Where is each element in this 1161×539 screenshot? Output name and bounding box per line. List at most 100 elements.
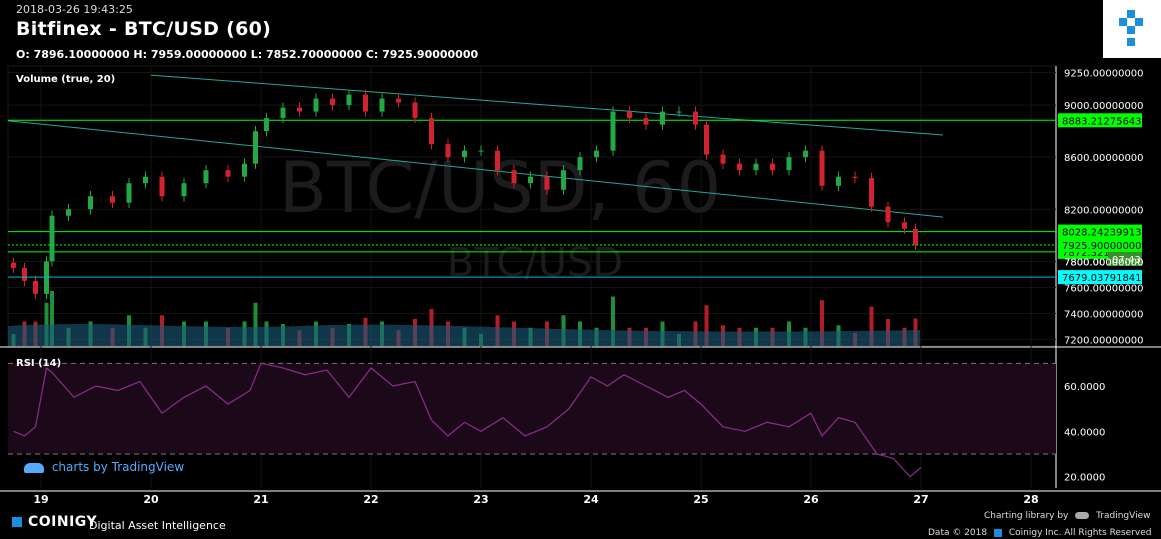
- volume-ma-area: [8, 324, 920, 346]
- candle-body: [495, 150, 500, 171]
- tradingview-link-label: charts by TradingView: [51, 460, 185, 474]
- coinigy-logo-icon: [1119, 10, 1143, 46]
- candle-body: [445, 144, 451, 158]
- volume-bar: [704, 305, 709, 346]
- countdown-tag: 07:43: [1112, 255, 1141, 266]
- candle-body: [462, 150, 467, 158]
- rsi-tick-label: 40.0000: [1064, 427, 1105, 438]
- tradingview-link[interactable]: charts by TradingView: [24, 460, 184, 474]
- x-tick-label: 23: [473, 493, 488, 506]
- level-tag-bg: [1058, 113, 1142, 128]
- candle-body: [803, 150, 808, 158]
- x-tick-label: 25: [693, 493, 708, 506]
- rsi-label: RSI (14): [16, 358, 61, 369]
- candle-body: [412, 102, 418, 119]
- x-tick-label: 24: [583, 493, 599, 506]
- rights-label: Coinigy Inc. All Rights Reserved: [1008, 528, 1152, 538]
- candle-body: [676, 111, 682, 113]
- watermark-sub: BTC/USD: [447, 240, 623, 286]
- y-tick-label: 8200.00000000: [1064, 205, 1144, 216]
- y-tick-label: 7400.00000000: [1064, 309, 1144, 320]
- candle-body: [264, 118, 269, 132]
- candle-body: [253, 131, 258, 164]
- candle-body: [627, 111, 632, 119]
- candle-body: [313, 98, 319, 112]
- candle-body: [225, 170, 231, 177]
- candle-body: [561, 170, 566, 190]
- candle-body: [66, 209, 71, 216]
- candle-body: [836, 176, 841, 186]
- candle-body: [594, 150, 599, 158]
- y-tick-label: 7800.00000000: [1064, 257, 1144, 268]
- level-tag: 7872.32112971: [1062, 248, 1142, 259]
- charting-library-credit[interactable]: Charting library by TradingView: [984, 511, 1151, 521]
- coinigy-small-icon: [12, 517, 22, 527]
- candle-body: [280, 107, 286, 119]
- candle-body: [143, 176, 148, 184]
- candle-body: [528, 176, 533, 184]
- candle-body: [11, 262, 16, 268]
- candle-body: [786, 157, 792, 171]
- tradingview-cloud-icon: [24, 462, 44, 473]
- candle-body: [511, 170, 517, 184]
- volume-bar: [50, 291, 54, 346]
- y-tick-label: 7600.00000000: [1064, 283, 1144, 294]
- coinigy-logo-box[interactable]: [1103, 0, 1161, 58]
- rsi-tick-label: 60.0000: [1064, 382, 1105, 393]
- candle-body: [396, 98, 401, 103]
- volume-bar: [611, 296, 615, 346]
- candle-body: [913, 228, 918, 245]
- candle-body: [44, 261, 49, 294]
- copyright-label: Data © 2018: [928, 528, 988, 538]
- trend-line: [7, 120, 944, 218]
- x-tick-label: 27: [913, 493, 928, 506]
- candle-body: [330, 98, 335, 106]
- candle-body: [544, 176, 550, 190]
- candle-body: [33, 280, 38, 294]
- price-marker-bg: [1058, 270, 1142, 285]
- candle-body: [737, 163, 742, 171]
- x-tick-label: 22: [363, 493, 378, 506]
- candle-body: [159, 176, 165, 197]
- candle-body: [242, 163, 247, 177]
- candle-body: [429, 118, 434, 145]
- candle-body: [126, 183, 132, 203]
- chart-title: Bitfinex - BTC/USD (60): [16, 18, 272, 40]
- candle-body: [478, 150, 484, 152]
- x-tick-label: 19: [33, 493, 48, 506]
- trend-line: [150, 74, 944, 136]
- candle-body: [346, 94, 352, 106]
- candle-body: [110, 196, 115, 203]
- candle-body: [770, 163, 775, 171]
- x-tick-label: 21: [253, 493, 268, 506]
- candle-body: [181, 183, 187, 197]
- candle-body: [902, 222, 907, 229]
- data-copyright: Data © 2018 Coinigy Inc. All Rights Rese…: [928, 528, 1151, 538]
- candle-body: [22, 267, 27, 281]
- candle-body: [720, 154, 726, 164]
- x-tick-label: 28: [1023, 493, 1038, 506]
- candle-body: [49, 215, 55, 262]
- price-marker-tag: 7800.00000000: [1064, 257, 1144, 268]
- coinigy-brand: COINIGY: [12, 514, 97, 530]
- x-tick-label: 20: [143, 493, 159, 506]
- candle-body: [379, 98, 385, 112]
- coinigy-brand-label: COINIGY: [28, 514, 98, 530]
- tradingview-footer-label: TradingView: [1096, 511, 1151, 521]
- coinigy-mini-icon: [994, 528, 1002, 537]
- candle-body: [203, 170, 209, 184]
- volume-bar: [869, 306, 874, 346]
- price-marker-tag: 7679.03791841: [1062, 273, 1142, 284]
- candle-body: [577, 157, 583, 171]
- candle-body: [660, 111, 665, 125]
- candle-body: [885, 206, 891, 223]
- candle-body: [693, 111, 698, 125]
- candle-body: [852, 176, 858, 178]
- rsi-tick-label: 20.0000: [1064, 473, 1105, 484]
- y-tick-label: 8600.00000000: [1064, 153, 1144, 164]
- level-tag-bg: [1058, 224, 1142, 239]
- rsi-line: [13, 362, 922, 478]
- candle-body: [819, 150, 825, 186]
